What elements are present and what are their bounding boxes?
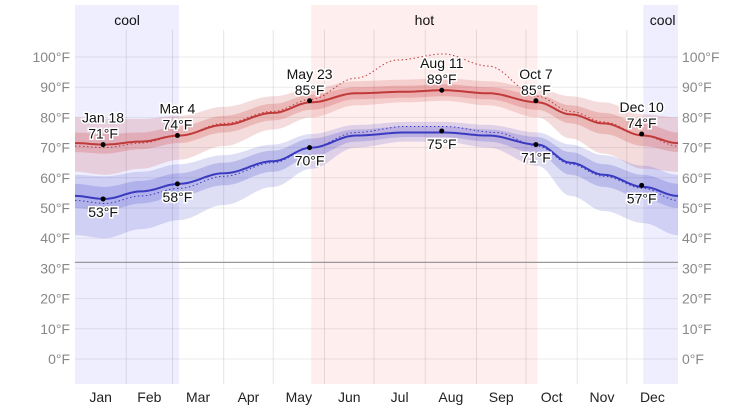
y-tick-label-left: 50°F [40,200,70,216]
annotation-date: Oct 7 [519,66,553,82]
annotation-point [174,133,180,139]
y-tick-label-right: 0°F [682,351,704,367]
annotation-date: May 23 [287,66,333,82]
y-tick-label-right: 100°F [682,49,720,65]
annotation-value: 75°F [427,136,457,152]
annotation-date: Aug 11 [420,55,464,71]
avg_low-band-10-90 [75,121,678,239]
annotation-point [174,181,180,187]
y-tick-label-left: 20°F [40,291,70,307]
annotation-point [439,128,445,134]
annotation-point [307,98,313,104]
annotation-value: 70°F [295,153,325,169]
y-tick-label-right: 50°F [682,200,712,216]
annotation-point [307,145,313,151]
y-tick-label-right: 60°F [682,170,712,186]
season-label: cool [650,12,676,28]
y-tick-label-right: 40°F [682,230,712,246]
y-tick-label-left: 80°F [40,109,70,125]
annotation-date: Mar 4 [160,101,196,117]
annotation-value: 57°F [627,190,657,206]
annotation-point [100,142,106,148]
y-tick-label-right: 80°F [682,109,712,125]
y-tick-label-right: 20°F [682,291,712,307]
y-tick-label-right: 90°F [682,79,712,95]
y-tick-label-left: 40°F [40,230,70,246]
annotation-point [533,142,539,148]
annotation-value: 58°F [163,189,193,205]
x-tick-label: Jan [89,389,112,405]
x-tick-label: May [286,389,312,405]
y-tick-label-left: 30°F [40,260,70,276]
y-tick-label-left: 10°F [40,321,70,337]
season-band-hot [311,5,538,384]
x-tick-label: Nov [590,389,615,405]
x-tick-label: Jun [338,389,361,405]
avg_low-band-25-75 [75,126,678,211]
annotation-value: 71°F [88,126,118,142]
y-tick-label-right: 30°F [682,260,712,276]
y-tick-label-left: 0°F [48,351,70,367]
x-tick-label: Sep [489,389,514,405]
annotation-point [439,87,445,93]
y-tick-label-left: 70°F [40,140,70,156]
season-label: hot [415,12,435,28]
annotation-date: Jan 18 [82,110,124,126]
annotation-point [639,131,645,137]
y-tick-label-left: 100°F [32,49,70,65]
y-tick-label-right: 70°F [682,140,712,156]
x-tick-label: Apr [238,389,260,405]
annotation-value: 89°F [427,71,457,87]
annotation-value: 85°F [521,82,551,98]
x-tick-label: Feb [137,389,161,405]
x-tick-label: Dec [640,389,665,405]
annotation-point [639,182,645,188]
annotation-date: Dec 10 [619,99,664,115]
annotation-value: 71°F [521,150,551,166]
annotation-value: 74°F [163,117,193,133]
y-tick-label-left: 90°F [40,79,70,95]
y-tick-label-left: 60°F [40,170,70,186]
annotation-value: 74°F [627,115,657,131]
x-tick-label: Aug [438,389,463,405]
x-tick-label: Oct [541,389,563,405]
y-tick-label-right: 10°F [682,321,712,337]
annotation-value: 53°F [88,204,118,220]
annotation-point [100,196,106,202]
x-tick-label: Mar [186,389,210,405]
annotation-value: 85°F [295,82,325,98]
annotation-point [533,98,539,104]
x-tick-label: Jul [391,389,409,405]
season-label: cool [114,12,140,28]
